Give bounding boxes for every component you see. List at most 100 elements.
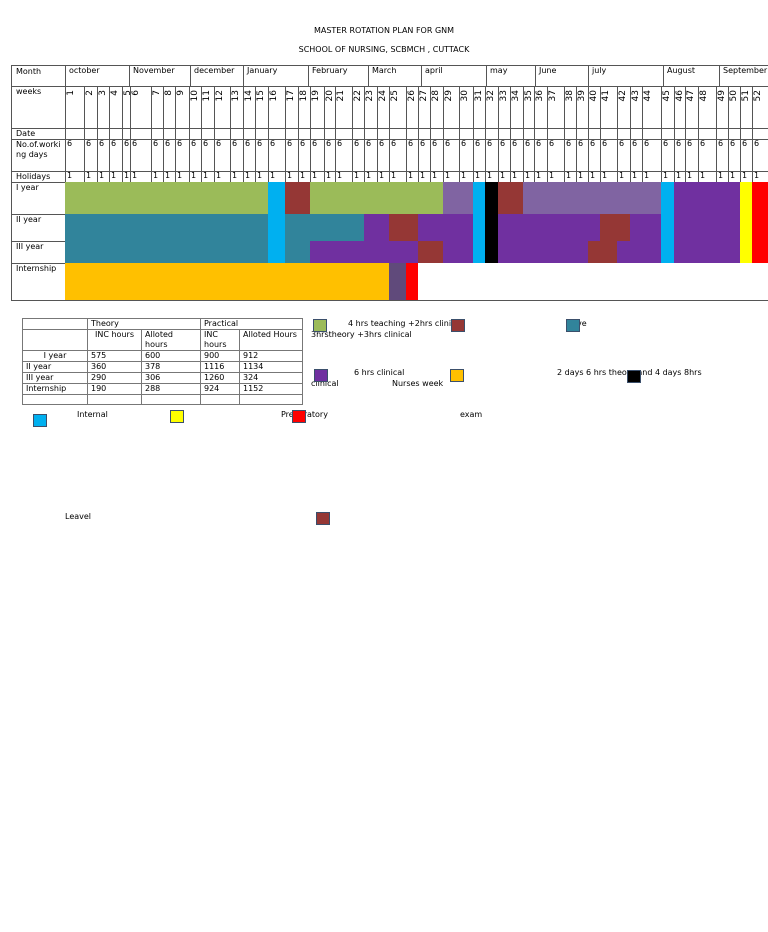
working-days-cell: 6 xyxy=(443,139,460,172)
rotation-cell xyxy=(389,214,407,242)
week-column-header: 20 xyxy=(324,86,336,129)
week-number: 23 xyxy=(365,90,375,102)
rotation-cell xyxy=(214,214,231,242)
working-days-cell: 6 xyxy=(698,139,717,172)
rotation-cell xyxy=(547,241,565,264)
week-number: 46 xyxy=(675,90,685,102)
date-cell xyxy=(728,128,741,140)
rotation-cell xyxy=(430,241,444,264)
date-cell xyxy=(510,128,524,140)
week-number: 6 xyxy=(131,90,141,96)
week-number: 42 xyxy=(618,90,628,102)
rotation-cell xyxy=(752,263,768,301)
rotation-cell xyxy=(698,263,717,301)
date-cell xyxy=(377,128,390,140)
rotation-cell xyxy=(430,182,444,215)
table-row: III year 290 306 1260 324 xyxy=(22,372,303,384)
rotation-cell xyxy=(310,214,325,242)
rotation-cell xyxy=(335,263,353,301)
week-column-header: 3 xyxy=(97,86,110,129)
brown-swatch-icon xyxy=(451,319,465,332)
working-days-cell: 6 xyxy=(255,139,269,172)
week-column-header: 45 xyxy=(661,86,675,129)
week-column-header: 24 xyxy=(377,86,390,129)
rotation-cell xyxy=(255,182,269,215)
rotation-cell xyxy=(534,182,548,215)
working-days-cell: 6 xyxy=(122,139,131,172)
black-swatch-icon xyxy=(627,370,641,383)
rotation-cell xyxy=(175,182,190,215)
week-column-header: 23 xyxy=(364,86,378,129)
date-cell xyxy=(324,128,336,140)
legend-six-clinical-text: 6 hrs clinical xyxy=(354,368,405,377)
legend-teaching-text: 4 hrs teaching +2hrs clinical xyxy=(348,319,463,328)
working-days-cell: 6 xyxy=(201,139,215,172)
month-header: August xyxy=(663,65,720,87)
theory-header: Theory xyxy=(87,318,201,330)
rotation-cell xyxy=(65,214,85,242)
rotation-cell xyxy=(430,214,444,242)
holidays-label: Holidays xyxy=(11,171,66,183)
date-cell xyxy=(564,128,577,140)
week-number: 33 xyxy=(499,90,509,102)
week-column-header: 44 xyxy=(642,86,662,129)
working-days-cell: 6 xyxy=(65,139,85,172)
week-number: 12 xyxy=(215,90,225,102)
date-cell xyxy=(547,128,565,140)
week-column-header: 30 xyxy=(459,86,474,129)
date-cell xyxy=(214,128,231,140)
red-swatch-icon xyxy=(292,410,306,423)
week-column-header: 9 xyxy=(175,86,190,129)
rotation-cell xyxy=(617,214,631,242)
week-number: 45 xyxy=(662,90,672,102)
date-cell xyxy=(473,128,486,140)
week-number: 28 xyxy=(431,90,441,102)
rotation-cell xyxy=(685,214,699,242)
rotation-cell xyxy=(661,263,675,301)
week-column-header: 8 xyxy=(163,86,176,129)
working-days-cell: 6 xyxy=(523,139,535,172)
week-column-header: 37 xyxy=(547,86,565,129)
rotation-cell xyxy=(685,263,699,301)
theory-inc-header: INC hours xyxy=(87,329,142,351)
working-days-cell: 6 xyxy=(335,139,353,172)
rotation-cell xyxy=(600,241,618,264)
week-column-header: 29 xyxy=(443,86,460,129)
month-label: Month xyxy=(11,65,66,87)
date-cell xyxy=(285,128,299,140)
month-header: october xyxy=(65,65,130,87)
yellow-swatch-icon xyxy=(170,410,184,423)
rotation-cell xyxy=(84,214,98,242)
rotation-cell xyxy=(175,214,190,242)
week-column-header: 27 xyxy=(418,86,431,129)
practical-alloted-header: Alloted Hours xyxy=(239,329,303,351)
week-column-header: 36 xyxy=(534,86,548,129)
rotation-cell xyxy=(510,241,524,264)
working-days-cell: 6 xyxy=(109,139,123,172)
rotation-cell xyxy=(752,241,768,264)
working-days-cell: 6 xyxy=(84,139,98,172)
rotation-cell xyxy=(84,241,98,264)
week-number: 8 xyxy=(164,90,174,96)
week-number: 19 xyxy=(311,90,321,102)
rotation-cell xyxy=(285,263,299,301)
rotation-cell xyxy=(268,214,286,242)
week-number: 16 xyxy=(269,90,279,102)
working-days-cell: 6 xyxy=(130,139,152,172)
working-days-cell: 6 xyxy=(268,139,286,172)
rotation-cell xyxy=(175,241,190,264)
week-column-header: 38 xyxy=(564,86,577,129)
month-header: april xyxy=(421,65,487,87)
date-cell xyxy=(255,128,269,140)
working-days-cell: 6 xyxy=(576,139,589,172)
week-column-header: 18 xyxy=(298,86,311,129)
rotation-cell xyxy=(201,182,215,215)
week-number: 9 xyxy=(176,90,186,96)
date-cell xyxy=(752,128,768,140)
rotation-cell xyxy=(268,182,286,215)
rotation-cell xyxy=(617,263,631,301)
date-cell xyxy=(109,128,123,140)
week-column-header: 15 xyxy=(255,86,269,129)
rotation-cell xyxy=(698,214,717,242)
rotation-cell xyxy=(752,214,768,242)
